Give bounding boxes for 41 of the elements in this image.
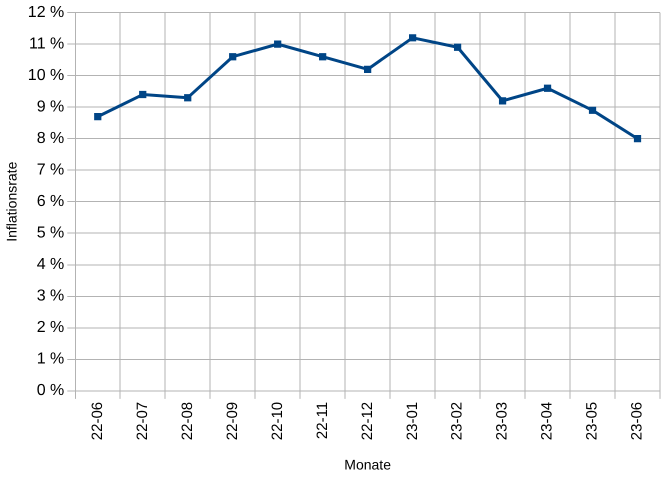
y-tick-label: 10 % xyxy=(28,67,64,84)
y-tick-label: 5 % xyxy=(36,224,64,242)
y-tick-label: 6 % xyxy=(36,193,64,210)
x-tick-label: 22-07 xyxy=(134,402,151,440)
point xyxy=(319,53,326,60)
y-tick-label: 1 % xyxy=(36,350,64,368)
y-tick-label: 0 % xyxy=(36,382,64,400)
x-tick-label: 23-01 xyxy=(404,402,421,440)
point xyxy=(94,112,102,120)
point xyxy=(454,44,462,51)
x-tick-label: 23-03 xyxy=(494,402,511,440)
point xyxy=(229,53,236,60)
y-tick-label: 9 % xyxy=(36,98,64,116)
x-axis-title: Monate xyxy=(344,456,392,472)
point xyxy=(364,66,372,73)
y-tick-label: 8 % xyxy=(36,130,64,148)
point xyxy=(184,94,192,102)
y-tick-label: 4 % xyxy=(36,256,64,274)
point xyxy=(274,40,282,48)
y-axis-title: Inflationsrate xyxy=(3,161,20,242)
point xyxy=(588,106,596,114)
point xyxy=(139,90,146,98)
x-tick-label: 22-10 xyxy=(268,402,286,440)
y-tick-label: 2 % xyxy=(36,319,64,336)
x-tick-label: 22-12 xyxy=(358,402,376,440)
x-tick-label: 22-11 xyxy=(314,402,331,440)
point xyxy=(544,84,552,92)
x-tick-label: 22-08 xyxy=(178,402,196,440)
y-tick-label: 11 % xyxy=(28,36,64,53)
x-tick-label: 22-06 xyxy=(88,402,106,440)
point xyxy=(408,34,416,42)
x-tick-label: 23-04 xyxy=(538,402,556,440)
point xyxy=(634,135,642,142)
x-tick-label: 23-06 xyxy=(628,402,646,440)
y-tick-label: 7 % xyxy=(36,162,64,179)
y-tick-label: 12 % xyxy=(28,4,64,22)
point xyxy=(498,97,506,104)
x-tick-label: 23-05 xyxy=(584,402,601,440)
x-tick-label: 22-09 xyxy=(224,402,241,440)
x-tick-label: 23-02 xyxy=(448,402,466,440)
y-tick-label: 3 % xyxy=(36,288,64,305)
